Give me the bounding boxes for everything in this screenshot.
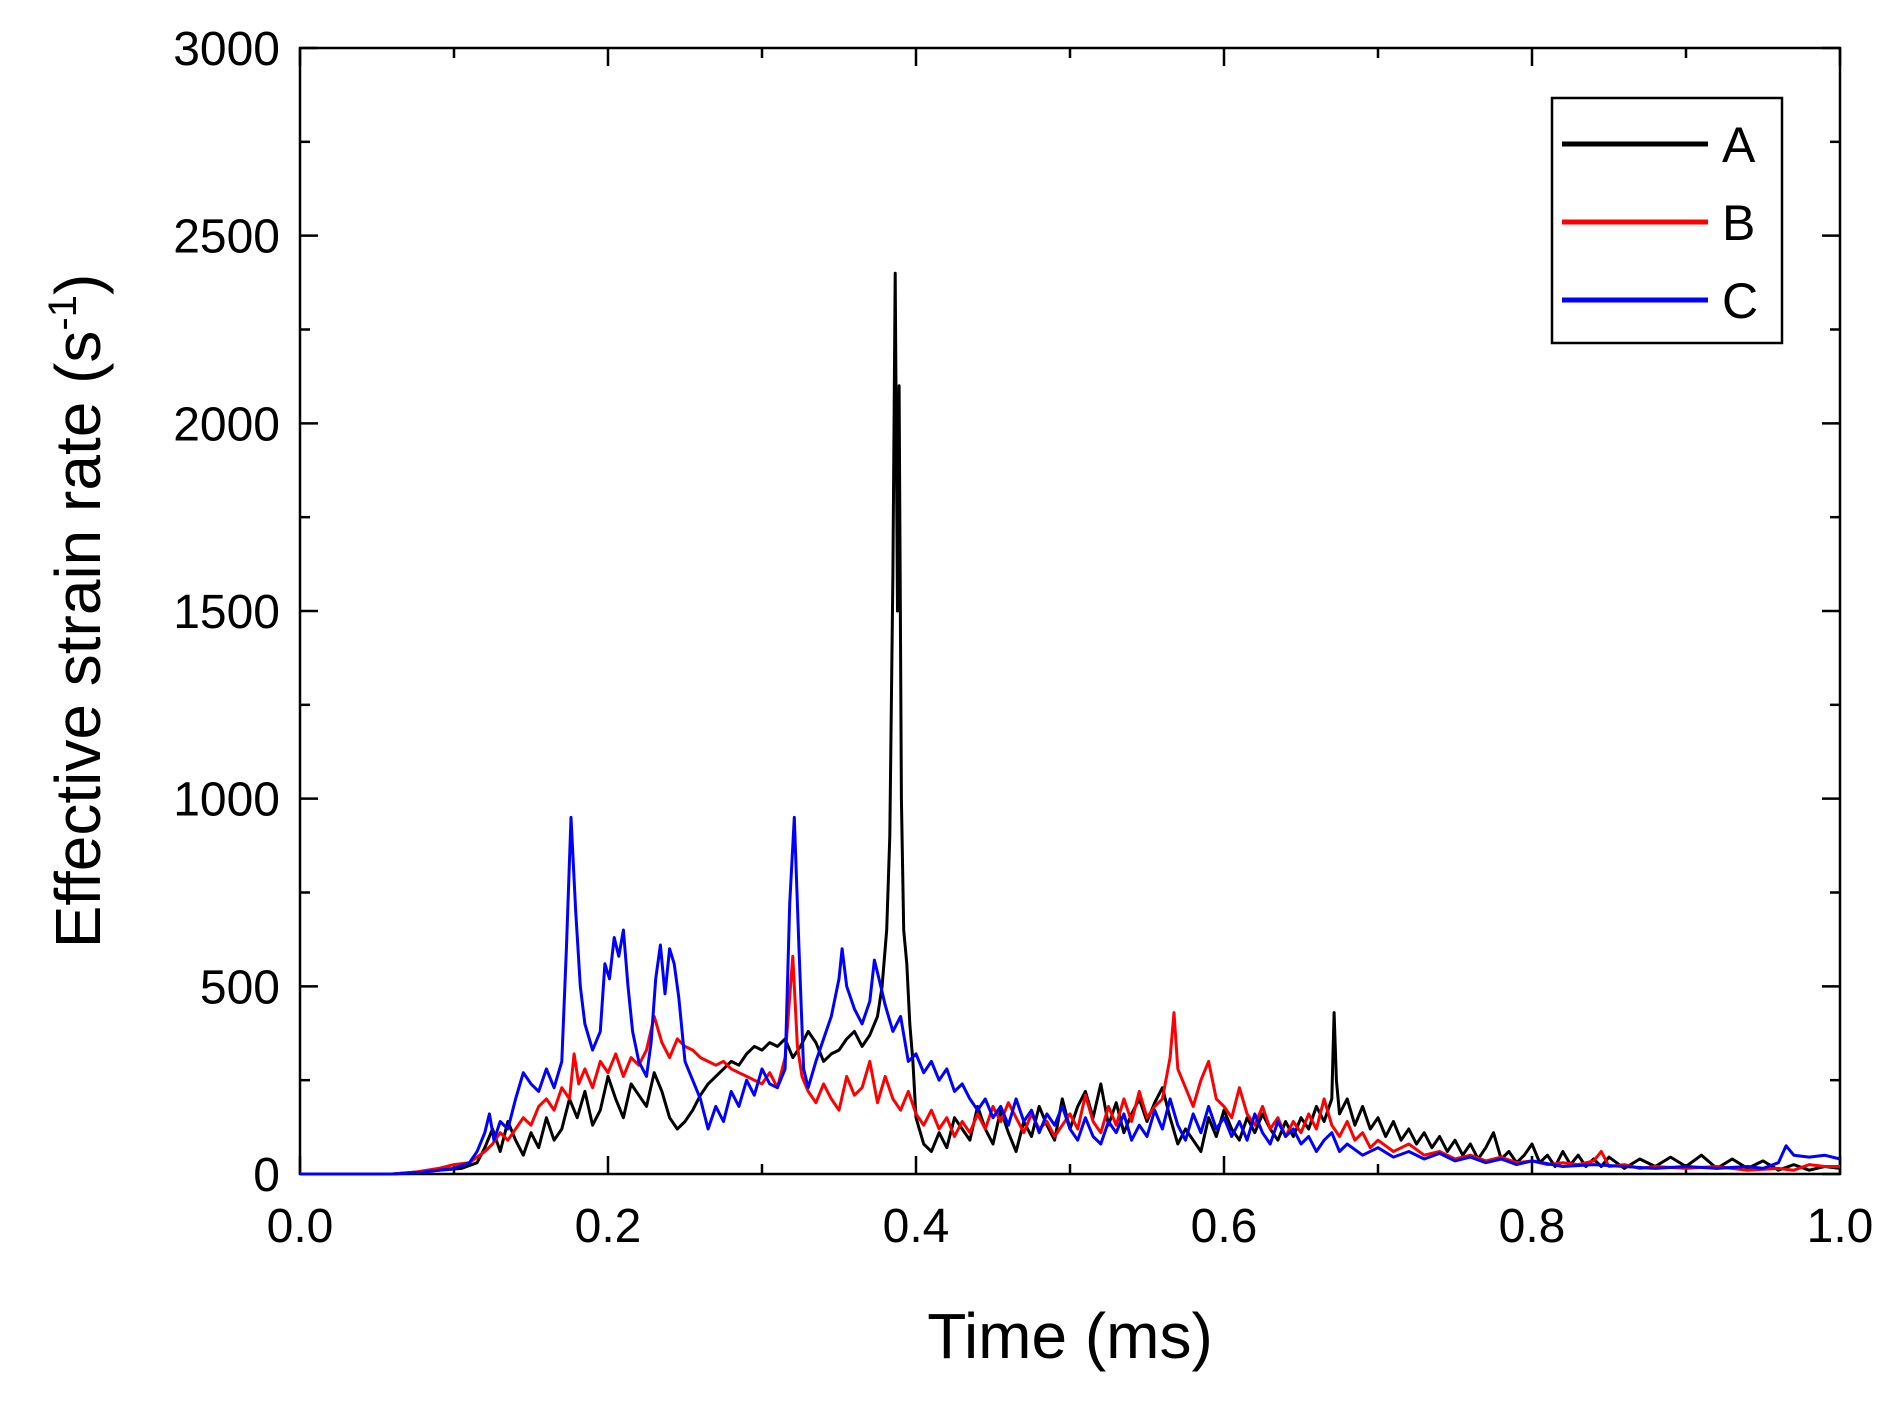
- x-axis-title: Time (ms): [927, 1300, 1213, 1372]
- legend-label-b: B: [1722, 195, 1755, 251]
- series-line-b: [300, 954, 1840, 1176]
- x-tick-label: 0.6: [1191, 1200, 1258, 1253]
- x-tick-label: 0.0: [267, 1200, 334, 1253]
- y-axis: 0 500 1000 1500 2000 2500 3000: [173, 23, 1840, 1202]
- y-axis-title-close: ): [42, 274, 114, 295]
- legend: A B C: [1550, 96, 1784, 345]
- y-tick-label: 2500: [173, 211, 280, 264]
- x-axis: 0.0 0.2 0.4 0.6 0.8 1.0: [267, 48, 1874, 1253]
- y-tick-label: 2000: [173, 398, 280, 451]
- x-tick-label: 0.2: [575, 1200, 642, 1253]
- y-tick-label: 500: [200, 961, 280, 1014]
- y-tick-label: 1500: [173, 586, 280, 639]
- y-tick-label: 3000: [173, 23, 280, 76]
- legend-label-a: A: [1722, 117, 1756, 173]
- series-layer: [300, 271, 1841, 1176]
- y-tick-label: 0: [253, 1149, 280, 1202]
- x-tick-label: 0.8: [1499, 1200, 1566, 1253]
- series-line-c: [300, 815, 1841, 1176]
- y-axis-title: Effective strain rate (s-1): [41, 274, 114, 949]
- y-axis-title-superscript: -1: [41, 295, 85, 331]
- y-tick-label: 1000: [173, 774, 280, 827]
- legend-label-c: C: [1722, 273, 1758, 329]
- y-axis-title-main: Effective strain rate (s: [42, 331, 114, 949]
- x-tick-label: 1.0: [1807, 1200, 1874, 1253]
- x-tick-label: 0.4: [883, 1200, 950, 1253]
